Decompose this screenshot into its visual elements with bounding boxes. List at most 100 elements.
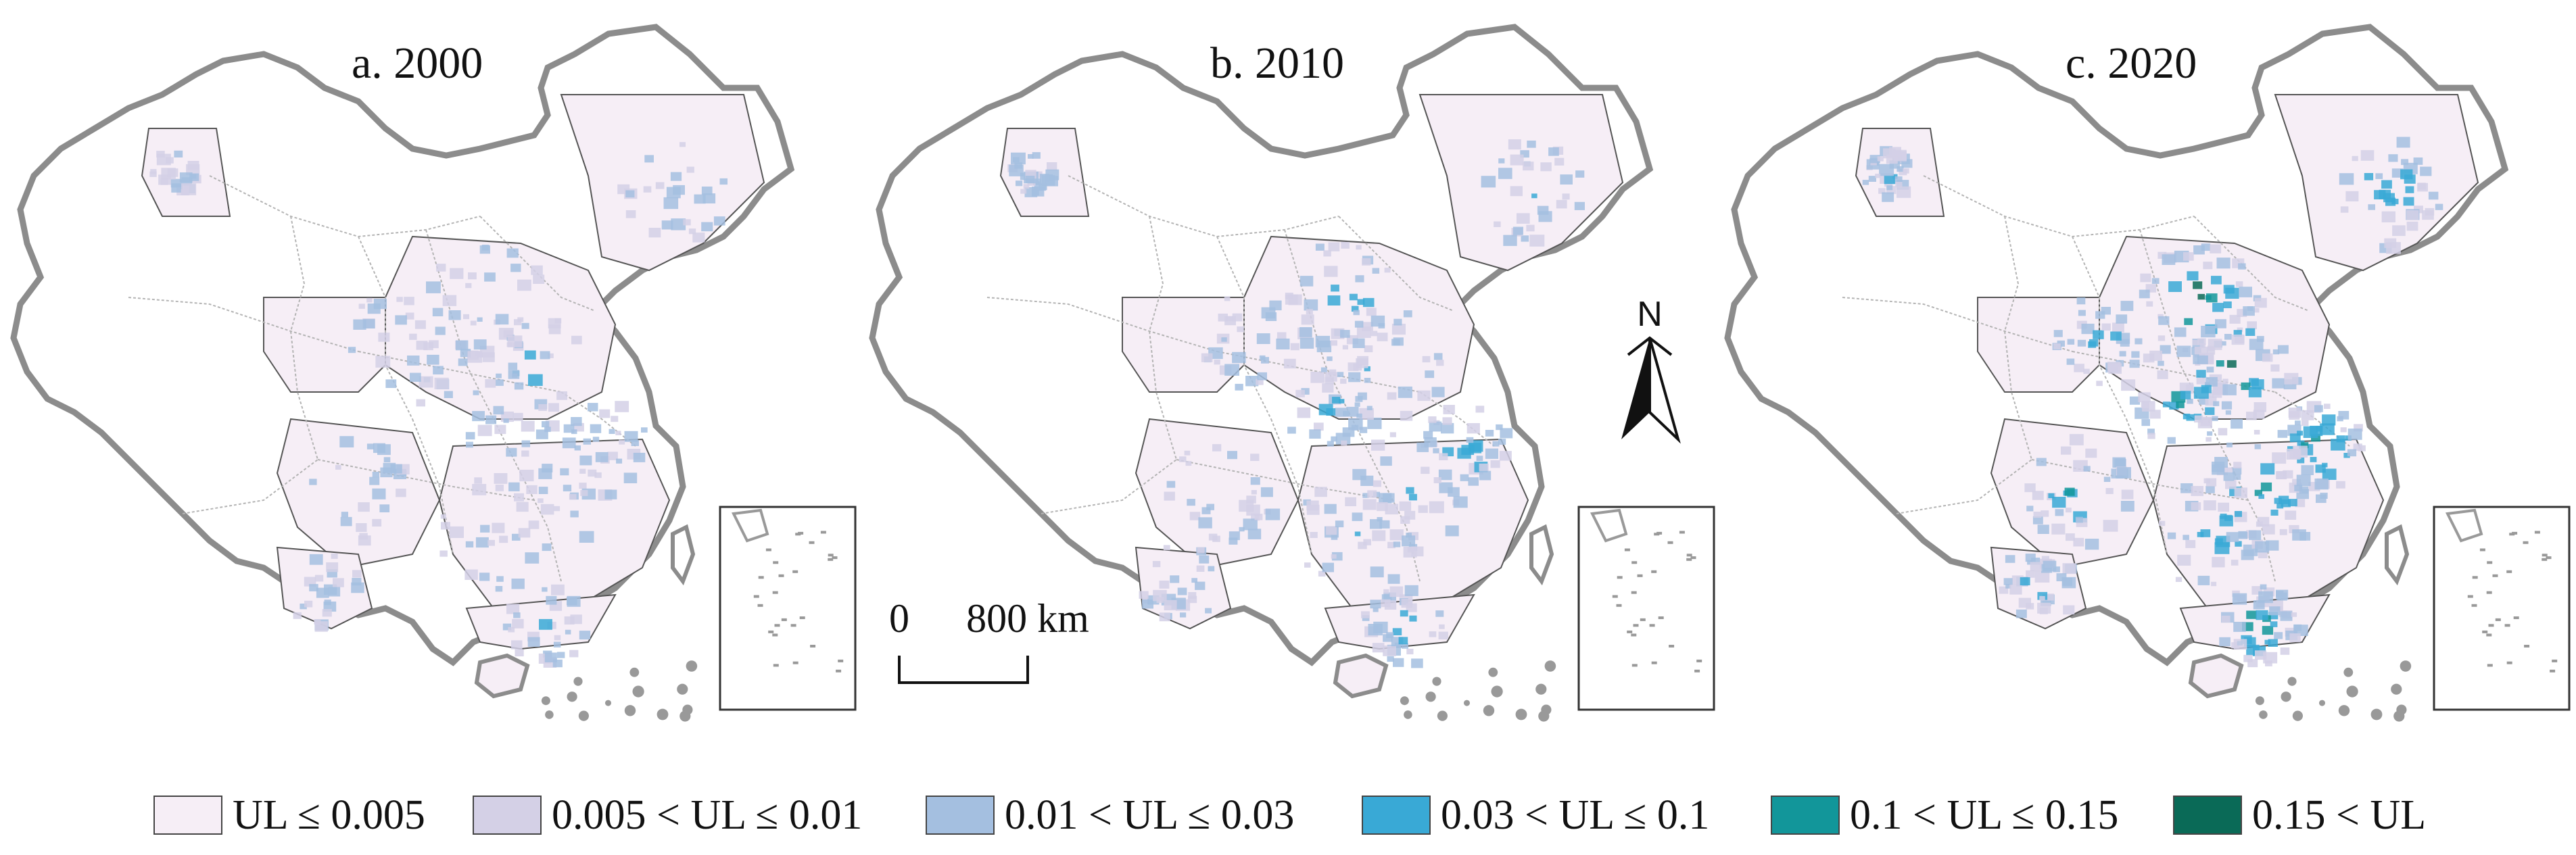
urban-cell xyxy=(1383,589,1389,594)
urban-cell xyxy=(455,340,469,351)
islet xyxy=(1544,660,1556,672)
islet xyxy=(2319,700,2325,706)
urban-cell xyxy=(2336,481,2345,489)
urban-cell xyxy=(1016,180,1023,187)
inset-island xyxy=(1686,558,1692,561)
urban-cell xyxy=(2258,494,2264,499)
islet xyxy=(2259,710,2268,719)
urban-cell xyxy=(1901,159,1913,168)
urban-cell xyxy=(1343,411,1350,416)
urban-cell xyxy=(1348,372,1361,383)
urban-cell xyxy=(2134,338,2143,345)
islet xyxy=(2391,683,2402,695)
urban-cell xyxy=(1475,406,1485,413)
urban-cell xyxy=(2280,647,2290,655)
urban-cell xyxy=(1485,430,1494,437)
inset-island xyxy=(2550,669,2556,673)
urban-cell xyxy=(1897,186,1911,198)
urban-cell xyxy=(538,487,548,494)
urban-cell xyxy=(2354,424,2363,432)
urban-cell xyxy=(309,554,323,565)
urban-cell xyxy=(1199,555,1210,564)
urban-cell xyxy=(595,451,609,462)
islet xyxy=(2400,660,2412,672)
urban-cell xyxy=(356,523,367,532)
urban-cell xyxy=(1224,364,1239,376)
urban-cell xyxy=(506,248,519,258)
urban-cell xyxy=(2233,474,2241,480)
urban-cell xyxy=(521,322,529,329)
inset-island xyxy=(2542,558,2548,561)
inset-island xyxy=(2523,541,2529,544)
urban-cell xyxy=(2020,577,2030,585)
urban-cell xyxy=(2258,551,2268,558)
legend-label: 0.005 < UL ≤ 0.01 xyxy=(552,792,862,838)
urban-cell xyxy=(1485,448,1498,459)
urban-cell xyxy=(2274,632,2283,639)
urban-cell xyxy=(1364,345,1373,353)
urban-cell xyxy=(2295,420,2301,426)
urban-cell xyxy=(2268,612,2279,620)
china-map xyxy=(872,27,1715,722)
urban-cell xyxy=(1246,504,1260,516)
urban-cell xyxy=(1574,201,1585,210)
urban-cell xyxy=(1232,351,1246,364)
urban-cell xyxy=(556,391,567,400)
urban-cell xyxy=(1373,480,1381,487)
urban-cell xyxy=(542,587,548,592)
urban-cell xyxy=(2213,401,2220,406)
urban-cell xyxy=(2169,401,2179,410)
urban-cell xyxy=(2167,437,2176,444)
urban-cell xyxy=(553,641,561,648)
urban-cell xyxy=(609,429,615,434)
urban-cell xyxy=(2222,378,2228,384)
urban-cell xyxy=(1359,426,1368,433)
urban-cell xyxy=(149,171,157,177)
urban-cell xyxy=(2180,483,2193,493)
urban-cell xyxy=(1363,539,1371,545)
urban-cell xyxy=(2253,430,2260,435)
urban-cell xyxy=(1283,358,1296,369)
urban-cell xyxy=(526,485,538,494)
urban-cell xyxy=(2339,173,2354,185)
urban-cell xyxy=(2036,458,2047,466)
urban-cell xyxy=(2205,407,2215,415)
urban-cell xyxy=(2183,535,2189,540)
inset-island xyxy=(2495,618,2501,621)
china-map xyxy=(14,27,857,722)
urban-cell xyxy=(2265,660,2272,666)
urban-cell xyxy=(560,468,569,476)
urban-cell xyxy=(1358,392,1367,400)
urban-cell xyxy=(2253,402,2266,412)
urban-cell xyxy=(2103,520,2118,532)
urban-cell xyxy=(2066,508,2072,513)
urban-cell xyxy=(439,550,448,557)
urban-cell xyxy=(2186,414,2195,421)
urban-cell xyxy=(1383,645,1396,656)
urban-cell xyxy=(2187,399,2193,404)
urban-cell xyxy=(1496,424,1503,431)
islet xyxy=(1515,708,1527,720)
inset-island xyxy=(2513,616,2519,619)
urban-cell xyxy=(352,577,362,586)
urban-cell xyxy=(1362,297,1375,308)
urban-cell xyxy=(1424,437,1437,447)
urban-cell xyxy=(1196,565,1205,572)
urban-cell xyxy=(2293,625,2308,636)
urban-cell xyxy=(1364,378,1371,383)
legend-item: 0.15 < UL xyxy=(2173,792,2426,838)
urban-cell xyxy=(1892,176,1903,184)
urban-cell xyxy=(1254,514,1263,520)
urban-cell xyxy=(2276,503,2284,509)
inset-island xyxy=(838,659,844,662)
urban-cell xyxy=(2177,554,2191,566)
inset-island xyxy=(1654,533,1660,536)
urban-cell xyxy=(579,631,591,640)
urban-cell xyxy=(449,526,464,538)
urban-cell xyxy=(1331,436,1337,442)
urban-cell xyxy=(508,627,515,633)
inset-island xyxy=(1640,618,1646,621)
urban-cell xyxy=(359,533,368,540)
urban-cell xyxy=(2212,303,2224,312)
urban-cell xyxy=(539,618,552,630)
